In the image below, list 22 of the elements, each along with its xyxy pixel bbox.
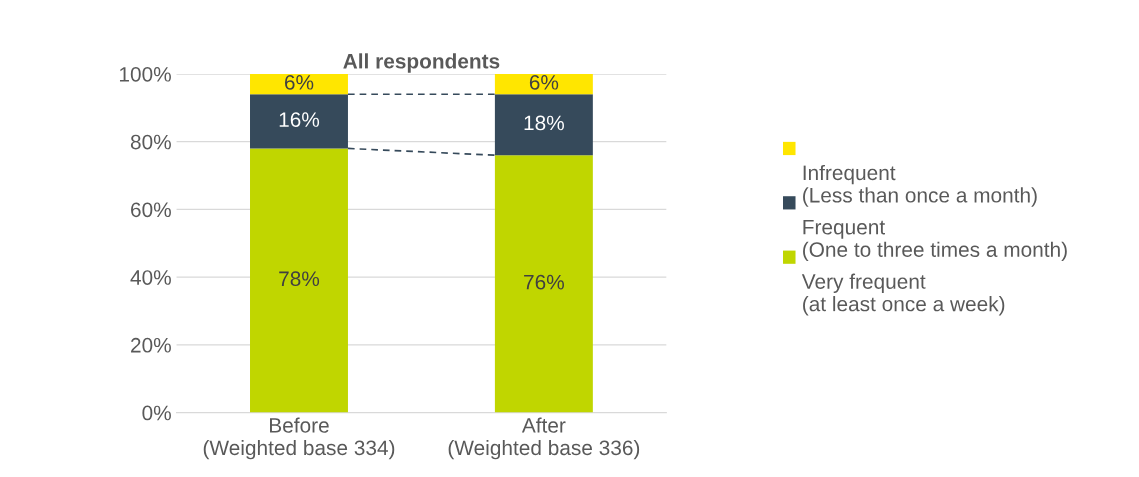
y-tick-label: 60% [131, 202, 171, 218]
legend-label: Frequent (One to three times a month) [803, 220, 1067, 262]
bar [494, 73, 593, 95]
data-label: 78% [279, 271, 320, 287]
data-label: 76% [524, 274, 564, 290]
data-label: 6% [529, 74, 559, 90]
bar [250, 148, 348, 413]
legend-label: Very frequent (at least once a week) [801, 273, 1005, 316]
legend-label: Infrequent (Less than once a month) [803, 164, 1037, 207]
y-tick-label: 0% [142, 405, 171, 421]
y-tick-label: 20% [131, 337, 171, 353]
bar [494, 155, 593, 413]
data-label: 18% [524, 115, 564, 131]
y-tick-label: 80% [130, 134, 171, 150]
x-tick-label: Before (Weighted base 334) [203, 417, 395, 460]
y-tick-label: 100% [119, 66, 171, 82]
chart-title: All respondents [343, 53, 500, 73]
bar [250, 73, 348, 95]
data-label: 16% [279, 112, 320, 127]
y-tick-label: 40% [130, 270, 171, 285]
data-label: 6% [284, 74, 314, 90]
x-tick-label: After (Weighted base 336) [448, 417, 640, 460]
